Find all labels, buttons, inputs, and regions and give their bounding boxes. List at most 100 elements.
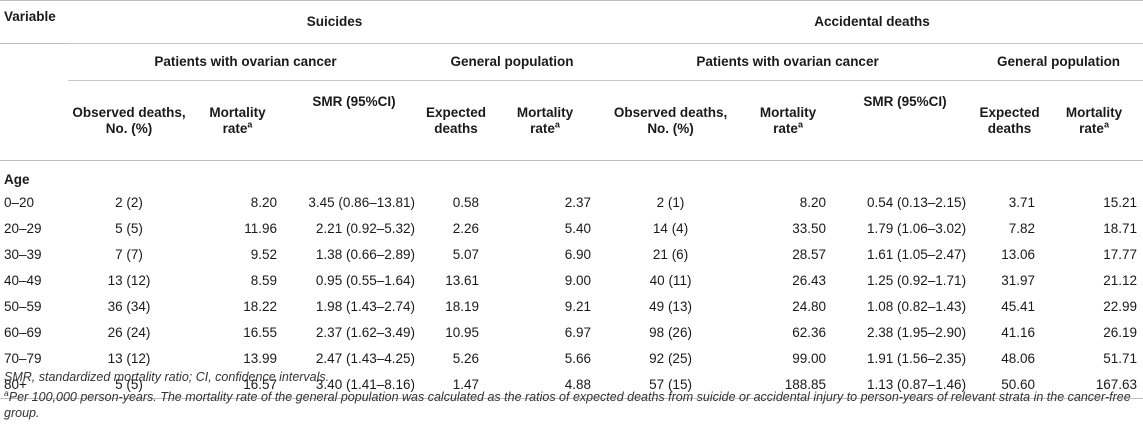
cell-a-grate: 167.63 [1045, 372, 1143, 399]
cell-a-obs: 92 (25) [649, 351, 692, 366]
header-a-mortality-rate: Mortality ratea [740, 80, 837, 161]
cell-s-grate: 6.97 [564, 325, 592, 340]
cell-age: 60–69 [4, 325, 42, 340]
cell-s-grate: 2.37 [564, 195, 592, 210]
cell-a-grate: 17.77 [1103, 247, 1138, 262]
header-s-expected: Expected deaths [423, 80, 489, 161]
cell-a-smr: 1.61 (1.05–2.47) [866, 247, 967, 262]
cell-s-obs: 36 (34) [107, 299, 151, 314]
cell-s-exp: 5.26 [452, 351, 479, 366]
header-s-general-rate: Mortality ratea [489, 80, 602, 161]
abbreviations-note: SMR, standardized mortality ratio; CI, c… [4, 370, 330, 384]
cell-a-obs: 57 (15) [601, 372, 741, 399]
table-notes: SMR, standardized mortality ratio; CI, c… [4, 369, 1139, 425]
cell-s-exp: 2.26 [452, 221, 479, 236]
cell-s-rate: 8.20 [250, 195, 277, 210]
cell-s-grate: 5.66 [564, 351, 592, 366]
cell-a-smr: 1.08 (0.82–1.43) [866, 299, 967, 314]
cell-age: 70–79 [4, 351, 42, 366]
cell-s-rate: 16.55 [243, 325, 277, 340]
table-row: 50–59 36 (34) 18.22 1.98 (1.43–2.74) 18.19 9.… [0, 294, 1143, 320]
cell-a-exp: 41.16 [1001, 325, 1036, 340]
header-accidental-deaths: Accidental deaths [601, 0, 1143, 44]
header-a-smr: SMR (95%CI) [836, 80, 975, 161]
cell-a-exp: 13.06 [1001, 247, 1036, 262]
cell-s-grate: 9.21 [564, 299, 592, 314]
cell-s-smr: 3.45 (0.86–13.81) [308, 195, 415, 210]
cell-a-grate: 22.99 [1103, 299, 1138, 314]
header-a-observed: Observed deaths, No. (%) [601, 80, 741, 161]
section-age: Age [4, 172, 30, 187]
cell-s-grate: 9.00 [564, 273, 592, 288]
footnote: aPer 100,000 person-years. The mortality… [4, 387, 1131, 420]
table-row: 80+ 5 (5) 16.57 3.40 (1.41–8.16) 1.47 4.88 57 … [0, 372, 1143, 399]
cell-s-exp: 1.47 [423, 372, 489, 399]
cell-a-grate: 51.71 [1103, 351, 1138, 366]
cell-a-obs: 21 (6) [652, 247, 689, 262]
cell-s-obs: 5 (5) [115, 221, 143, 236]
header-a-general-rate: Mortality ratea [1045, 80, 1143, 161]
cell-s-smr: 2.47 (1.43–4.25) [315, 351, 415, 366]
cell-a-exp: 31.97 [1001, 273, 1036, 288]
cell-a-grate: 15.21 [1103, 195, 1138, 210]
cell-a-obs: 98 (26) [649, 325, 692, 340]
cell-age: 0–20 [4, 195, 35, 210]
cell-a-exp: 3.71 [1008, 195, 1036, 210]
table-row: 40–49 13 (12) 8.59 0.95 (0.55–1.64) 13.61 9.0… [0, 268, 1143, 294]
cell-s-exp: 5.07 [452, 247, 479, 262]
header-accidental-patients: Patients with ovarian cancer [601, 43, 975, 81]
cell-a-smr: 0.54 (0.13–2.15) [866, 195, 967, 210]
table-row: 30–39 7 (7) 9.52 1.38 (0.66–2.89) 5.07 6.90 21… [0, 242, 1143, 268]
cell-a-smr: 1.79 (1.06–3.02) [866, 221, 967, 236]
cell-a-obs: 2 (1) [656, 195, 685, 210]
cell-s-obs: 2 (2) [115, 195, 143, 210]
cell-s-exp: 18.19 [445, 299, 479, 314]
cell-a-grate: 21.12 [1103, 273, 1138, 288]
cell-a-smr: 2.38 (1.95–2.90) [866, 325, 967, 340]
cell-s-rate: 9.52 [250, 247, 277, 262]
cell-a-smr: 1.91 (1.56–2.35) [866, 351, 967, 366]
cell-a-smr: 1.25 (0.92–1.71) [866, 273, 967, 288]
header-suicides-general: General population [423, 43, 602, 81]
cell-s-smr: 3.40 (1.41–8.16) [285, 372, 423, 399]
cell-a-rate: 28.57 [792, 247, 827, 262]
table-row: 0–20 2 (2) 8.20 3.45 (0.86–13.81) 0.58 2.37 2 … [0, 190, 1143, 216]
cell-s-obs: 5 (5) [68, 372, 190, 399]
cell-a-exp: 45.41 [1001, 299, 1036, 314]
cell-a-grate: 18.71 [1103, 221, 1138, 236]
header-a-expected: Expected deaths [974, 80, 1046, 161]
cell-a-rate: 8.20 [799, 195, 827, 210]
cell-a-rate: 62.36 [792, 325, 827, 340]
cell-a-rate: 26.43 [792, 273, 827, 288]
cell-s-smr: 2.21 (0.92–5.32) [315, 221, 415, 236]
cell-a-exp: 48.06 [1001, 351, 1036, 366]
cell-s-exp: 13.61 [445, 273, 479, 288]
cell-s-smr: 0.95 (0.55–1.64) [315, 273, 415, 288]
cell-s-smr: 1.38 (0.66–2.89) [315, 247, 415, 262]
mortality-table: Variable Suicides Accidental deaths Pati… [0, 0, 1143, 399]
cell-s-grate: 5.40 [564, 221, 592, 236]
cell-s-rate: 18.22 [243, 299, 277, 314]
cell-s-rate: 16.57 [190, 372, 285, 399]
cell-s-grate: 4.88 [489, 372, 602, 399]
cell-a-grate: 26.19 [1103, 325, 1138, 340]
cell-s-obs: 13 (12) [107, 351, 151, 366]
cell-s-smr: 1.98 (1.43–2.74) [315, 299, 415, 314]
header-s-observed: Observed deaths, No. (%) [68, 80, 190, 161]
cell-a-rate: 33.50 [792, 221, 827, 236]
table-row: 70–79 13 (12) 13.99 2.47 (1.43–4.25) 5.26 5.6… [0, 346, 1143, 372]
cell-a-exp: 7.82 [1008, 221, 1036, 236]
cell-a-smr: 1.13 (0.87–1.46) [836, 372, 975, 399]
table-row: 60–69 26 (24) 16.55 2.37 (1.62–3.49) 10.95 6.… [0, 320, 1143, 346]
cell-age: 20–29 [4, 221, 42, 236]
cell-a-obs: 49 (13) [649, 299, 692, 314]
cell-age: 80+ [0, 372, 68, 399]
cell-s-exp: 10.95 [445, 325, 479, 340]
cell-s-rate: 13.99 [243, 351, 277, 366]
cell-age: 40–49 [4, 273, 42, 288]
header-accidental-general: General population [974, 43, 1143, 81]
cell-a-exp: 50.60 [974, 372, 1046, 399]
header-s-mortality-rate: Mortality ratea [190, 80, 285, 161]
cell-a-rate: 99.00 [792, 351, 827, 366]
cell-a-obs: 14 (4) [652, 221, 689, 236]
